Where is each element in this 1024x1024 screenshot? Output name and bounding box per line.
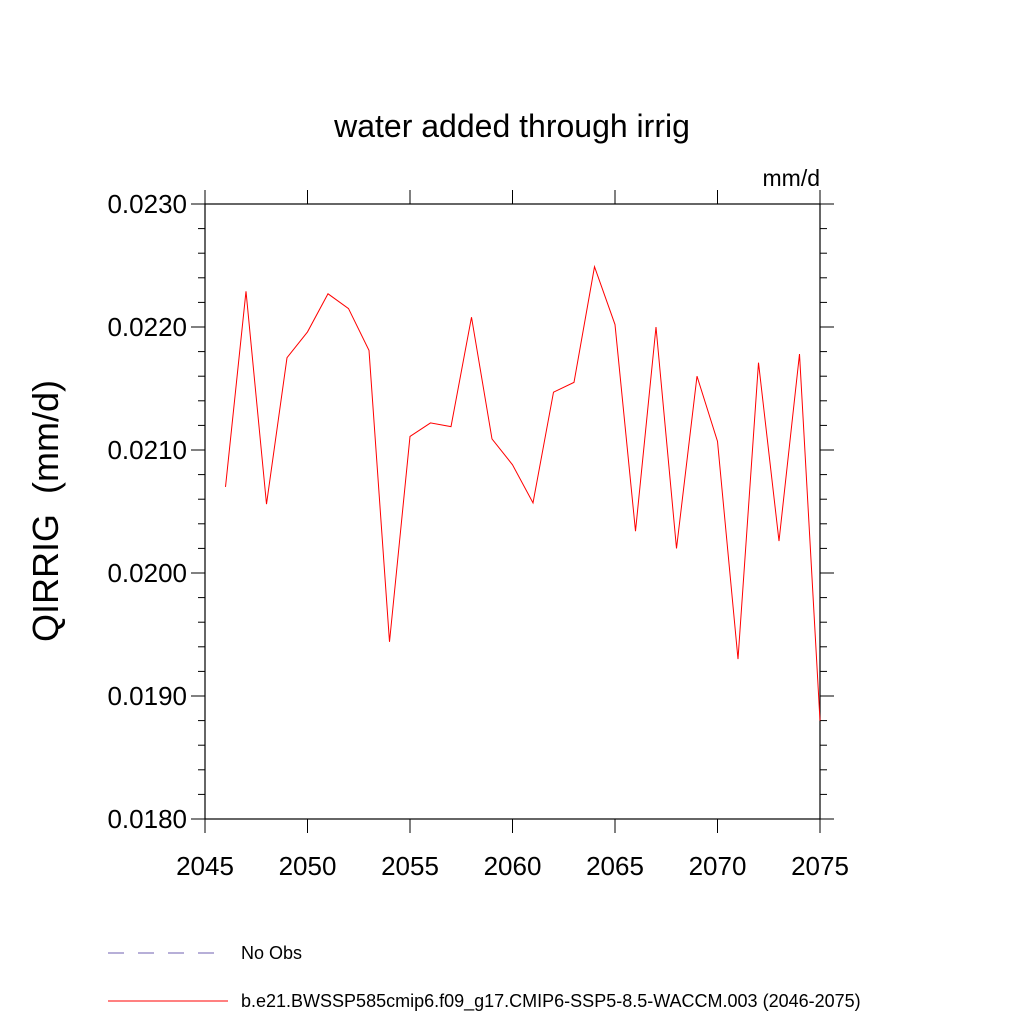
chart-title: water added through irrig [333,108,690,144]
x-tick-label: 2065 [586,851,644,881]
y-tick-label: 0.0180 [107,804,187,834]
y-tick-label: 0.0200 [107,558,187,588]
x-tick-labels: 2045 2050 2055 2060 2065 2070 2075 [176,851,849,881]
plot-frame [204,203,821,820]
units-label: mm/d [763,165,821,191]
y-tick-label: 0.0210 [107,435,187,465]
series-lines [225,264,821,721]
y-tick-label: 0.0220 [107,312,187,342]
x-tick-label: 2055 [381,851,439,881]
legend-label-no-obs: No Obs [241,943,302,963]
y-tick-labels: 0.0180 0.0190 0.0200 0.0210 0.0220 0.0230 [107,189,187,834]
y-tick-label: 0.0230 [107,189,187,219]
y-tick-label: 0.0190 [107,681,187,711]
x-tick-label: 2075 [791,851,849,881]
y-axis-ticks [191,203,834,820]
x-tick-label: 2045 [176,851,234,881]
x-axis-ticks [204,190,821,833]
legend-label-model: b.e21.BWSSP585cmip6.f09_g17.CMIP6-SSP5-8… [241,991,861,1012]
x-tick-label: 2050 [279,851,337,881]
legend: No Obs b.e21.BWSSP585cmip6.f09_g17.CMIP6… [108,943,861,1012]
x-tick-label: 2070 [689,851,747,881]
series-line [225,264,821,721]
x-tick-label: 2060 [484,851,542,881]
y-axis-label: QIRRIG (mm/d) [25,380,66,642]
